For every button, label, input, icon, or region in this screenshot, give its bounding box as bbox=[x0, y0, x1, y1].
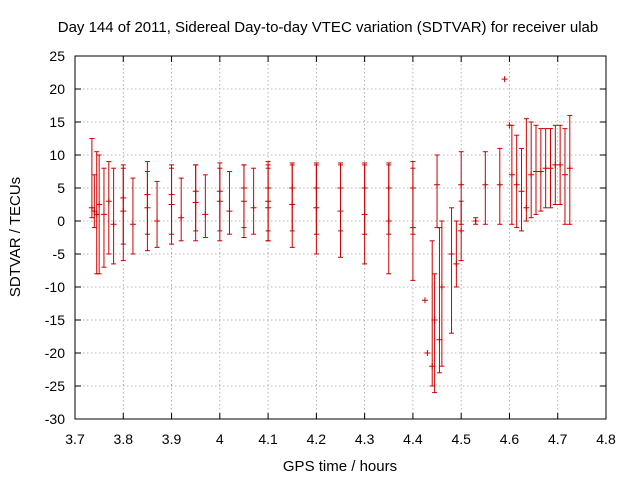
data-point bbox=[100, 211, 107, 218]
data-point bbox=[226, 208, 233, 215]
x-tick-label: 4.2 bbox=[307, 431, 327, 447]
data-point bbox=[561, 171, 568, 178]
data-point bbox=[453, 260, 460, 267]
data-point bbox=[192, 199, 199, 206]
y-axis: -30 -25 -20 -15 -10 -5 0 5 10 15 20 25 bbox=[45, 48, 606, 427]
series-layer bbox=[88, 76, 573, 394]
x-axis: 3.7 3.8 3.9 4 4.1 4.2 4.3 4.4 4.5 4.6 4.7 4.8 bbox=[65, 56, 616, 447]
data-point bbox=[518, 188, 525, 195]
x-tick-label: 4.1 bbox=[258, 431, 278, 447]
data-point bbox=[458, 181, 465, 188]
y-tick-label: -15 bbox=[45, 312, 65, 328]
x-tick-label: 4.8 bbox=[596, 431, 616, 447]
data-point bbox=[434, 181, 441, 188]
x-tick-label: 3.7 bbox=[65, 431, 85, 447]
data-point bbox=[216, 198, 223, 205]
data-point bbox=[458, 227, 465, 234]
chart-title: Day 144 of 2011, Sidereal Day-to-day VTE… bbox=[58, 19, 599, 36]
x-tick-label: 4 bbox=[216, 431, 224, 447]
series-isolated-points bbox=[421, 76, 513, 394]
data-point bbox=[566, 165, 573, 172]
y-tick-label: 15 bbox=[49, 114, 65, 130]
series-middle-trace bbox=[91, 164, 416, 281]
data-point bbox=[508, 171, 515, 178]
y-tick-label: 25 bbox=[49, 48, 65, 64]
x-tick-label: 3.9 bbox=[162, 431, 182, 447]
data-point bbox=[337, 208, 344, 215]
data-point bbox=[547, 165, 554, 172]
data-point bbox=[537, 168, 544, 175]
data-point bbox=[472, 218, 479, 224]
data-point bbox=[154, 218, 161, 224]
y-tick-label: 5 bbox=[57, 180, 65, 196]
data-point bbox=[421, 297, 428, 304]
data-point bbox=[513, 181, 520, 188]
y-tick-label: -5 bbox=[53, 246, 66, 262]
y-tick-label: 0 bbox=[57, 213, 65, 229]
y-tick-label: -30 bbox=[45, 411, 65, 427]
y-tick-label: -10 bbox=[45, 279, 65, 295]
data-point bbox=[523, 204, 530, 211]
data-point bbox=[93, 211, 100, 218]
x-tick-label: 4.5 bbox=[451, 431, 471, 447]
data-point bbox=[361, 211, 368, 218]
x-tick-label: 4.6 bbox=[500, 431, 520, 447]
data-point bbox=[250, 204, 257, 211]
series-upper-trace bbox=[88, 138, 503, 275]
x-tick-label: 4.7 bbox=[548, 431, 568, 447]
y-axis-label: SDTVAR / TECUs bbox=[7, 177, 24, 297]
data-point bbox=[129, 221, 136, 228]
data-point bbox=[385, 218, 392, 224]
data-point bbox=[105, 198, 112, 205]
plot-frame bbox=[74, 55, 607, 420]
y-tick-label: -25 bbox=[45, 378, 65, 394]
data-point bbox=[409, 224, 416, 231]
data-point bbox=[431, 317, 438, 323]
data-point bbox=[557, 161, 564, 168]
data-point bbox=[313, 204, 320, 211]
y-tick-label: -20 bbox=[45, 345, 65, 361]
data-point bbox=[240, 198, 247, 205]
data-point bbox=[265, 204, 272, 211]
data-point bbox=[496, 181, 503, 188]
data-point bbox=[110, 221, 117, 228]
data-point bbox=[501, 76, 508, 83]
data-point bbox=[202, 211, 209, 218]
data-point bbox=[448, 251, 455, 257]
x-axis-label: GPS time / hours bbox=[283, 458, 397, 475]
data-point bbox=[528, 171, 535, 178]
y-tick-label: 20 bbox=[49, 81, 65, 97]
data-point bbox=[289, 201, 296, 208]
data-point bbox=[424, 350, 431, 356]
data-point bbox=[178, 214, 185, 221]
data-point bbox=[144, 204, 151, 211]
x-tick-label: 3.8 bbox=[114, 431, 134, 447]
y-tick-label: 10 bbox=[49, 147, 65, 163]
data-point bbox=[482, 181, 489, 188]
x-tick-label: 4.3 bbox=[355, 431, 375, 447]
data-point bbox=[120, 208, 127, 215]
series-lower-trace bbox=[93, 151, 272, 275]
x-tick-label: 4.4 bbox=[403, 431, 423, 447]
data-point bbox=[168, 201, 175, 208]
data-point bbox=[438, 284, 445, 290]
series-right-cluster bbox=[508, 114, 573, 232]
